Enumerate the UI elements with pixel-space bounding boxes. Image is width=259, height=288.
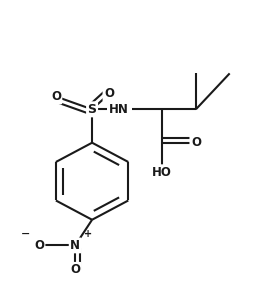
Text: O: O bbox=[34, 239, 44, 252]
Text: N: N bbox=[70, 239, 80, 252]
Text: −: − bbox=[21, 229, 30, 239]
Text: HN: HN bbox=[109, 103, 128, 116]
Text: O: O bbox=[70, 263, 80, 276]
Text: O: O bbox=[104, 88, 114, 101]
Text: O: O bbox=[191, 136, 201, 149]
Text: O: O bbox=[51, 90, 61, 103]
Text: S: S bbox=[88, 103, 97, 116]
Text: +: + bbox=[84, 229, 92, 239]
Text: HO: HO bbox=[152, 166, 172, 179]
